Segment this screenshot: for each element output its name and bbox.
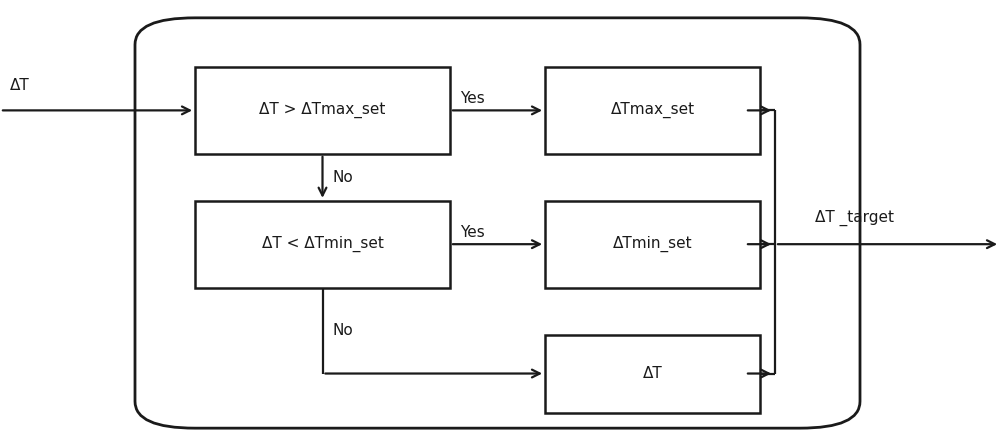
- Text: No: No: [332, 170, 353, 185]
- Text: ΔT: ΔT: [643, 366, 662, 381]
- Text: Yes: Yes: [460, 225, 485, 240]
- FancyBboxPatch shape: [545, 67, 760, 154]
- FancyBboxPatch shape: [195, 201, 450, 288]
- Text: No: No: [332, 323, 353, 338]
- Text: ΔTmin_set: ΔTmin_set: [613, 236, 692, 252]
- Text: ΔT < ΔTmin_set: ΔT < ΔTmin_set: [262, 236, 383, 252]
- FancyBboxPatch shape: [545, 334, 760, 413]
- Text: ΔT: ΔT: [10, 78, 30, 92]
- FancyBboxPatch shape: [545, 201, 760, 288]
- Text: ΔTmax_set: ΔTmax_set: [610, 102, 695, 119]
- Text: Yes: Yes: [460, 91, 485, 106]
- FancyBboxPatch shape: [195, 67, 450, 154]
- Text: ΔT _target: ΔT _target: [815, 210, 894, 227]
- FancyBboxPatch shape: [135, 18, 860, 428]
- Text: ΔT > ΔTmax_set: ΔT > ΔTmax_set: [259, 102, 386, 119]
